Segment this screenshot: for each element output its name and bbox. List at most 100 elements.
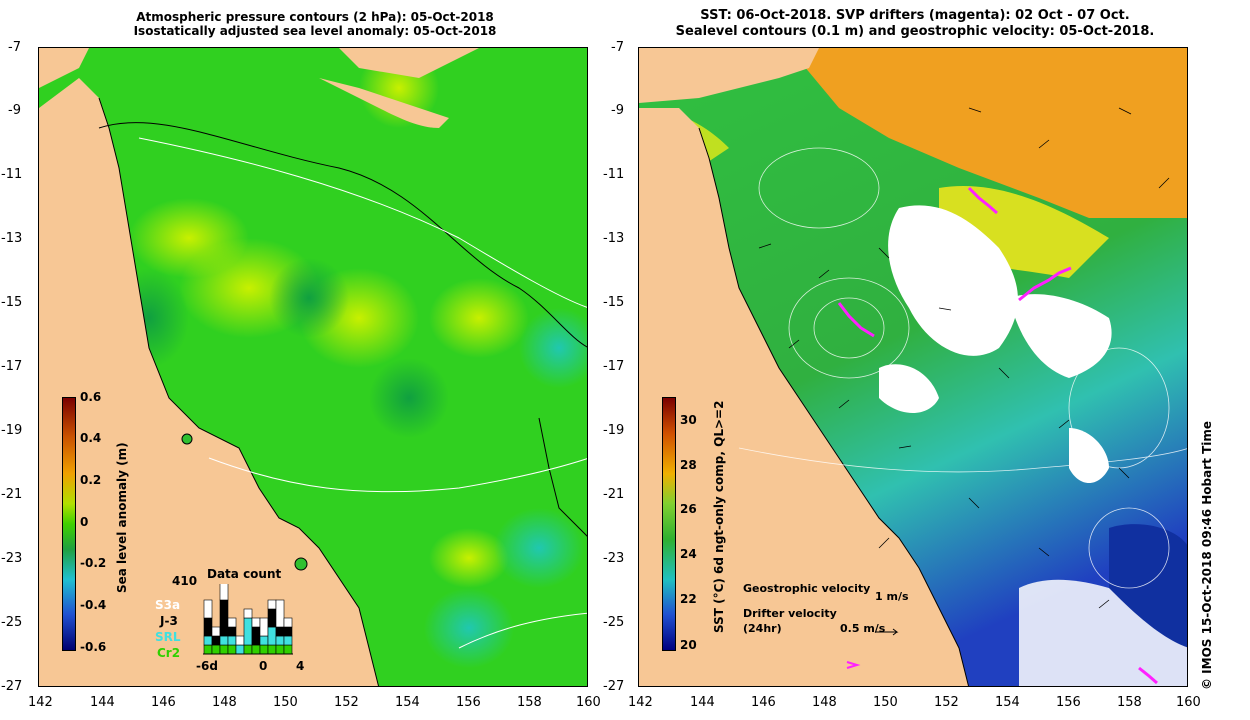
sea-level-anomaly-map [38, 47, 588, 687]
lat-tick: -9 [611, 103, 624, 118]
lon-tick: 156 [1056, 695, 1081, 710]
lat-tick: -27 [603, 679, 625, 694]
data-count-bar-cr2 [211, 644, 221, 655]
lon-tick: 160 [576, 695, 601, 710]
drifter-velocity-sub: (24hr) [743, 622, 782, 635]
lat-tick: -23 [603, 551, 625, 566]
sst-colorbar [662, 397, 676, 651]
data-count-bar-cr2 [283, 644, 293, 655]
cbar-tick: 22 [680, 592, 697, 606]
lon-tick: 144 [90, 695, 115, 710]
lat-tick: -7 [8, 40, 21, 55]
data-count-bar-cr2 [259, 644, 269, 655]
right-title-line1: SST: 06-Oct-2018. SVP drifters (magenta)… [700, 8, 1130, 23]
data-count-bar-cr2 [219, 644, 229, 655]
data-count-bar-s3a [211, 626, 221, 637]
lat-tick: -11 [603, 167, 625, 182]
lon-tick: 142 [28, 695, 53, 710]
data-count-bar-srl [283, 635, 293, 646]
cbar-tick: -0.6 [80, 640, 107, 654]
source-s3a: S3a [155, 598, 181, 612]
data-count-bar-j3 [267, 608, 277, 628]
cbar-tick: 24 [680, 547, 697, 561]
lon-tick: 144 [690, 695, 715, 710]
cbar-tick: 0 [80, 515, 89, 529]
cbar-tick: -0.4 [80, 598, 107, 612]
data-count-bar-cr2 [243, 644, 253, 655]
lon-tick: 152 [934, 695, 959, 710]
data-count-title: Data count [207, 567, 282, 581]
lon-tick: 150 [873, 695, 898, 710]
dc-axis-end: 4 [296, 659, 305, 673]
lat-tick: -25 [603, 615, 625, 630]
data-count-bar-cr2 [275, 644, 285, 655]
drifter-scale-label: 0.5 m/s [840, 622, 886, 635]
lat-tick: -7 [611, 40, 624, 55]
sst-colorbar-label: SST (°C) 6d ngt-only comp, QL>=2 [712, 400, 726, 633]
right-title-line2: Sealevel contours (0.1 m) and geostrophi… [675, 24, 1155, 39]
sst-map [638, 47, 1188, 687]
data-count-bar-s3a [203, 599, 213, 619]
lon-tick: 154 [395, 695, 420, 710]
cbar-tick: 20 [680, 638, 697, 652]
data-count-bar-j3 [211, 635, 221, 646]
lon-tick: 150 [273, 695, 298, 710]
lat-tick: -21 [603, 487, 625, 502]
lat-tick: -19 [603, 423, 625, 438]
lat-tick: -17 [603, 359, 625, 374]
cbar-tick: 0.6 [80, 390, 102, 404]
data-count-bar-s3a [243, 608, 253, 619]
drifter-velocity-label: Drifter velocity [743, 607, 837, 620]
data-count-bar-s3a [219, 584, 229, 601]
cbar-tick: -0.2 [80, 556, 107, 570]
cbar-tick: 30 [680, 413, 697, 427]
sst-map-graphic [639, 48, 1187, 686]
sla-map-graphic [39, 48, 587, 686]
lat-tick: -23 [1, 551, 23, 566]
data-count-bar-s3a [275, 599, 285, 628]
data-count-bar-s3a [267, 599, 277, 610]
data-count-bar-j3 [251, 626, 261, 646]
source-cr2: Cr2 [157, 646, 181, 660]
data-count-bar-j3 [227, 626, 237, 637]
data-count-bar-cr2 [203, 644, 213, 655]
dc-axis-start: -6d [196, 659, 218, 673]
data-count-bar-s3a [251, 617, 261, 628]
right-panel-title: SST: 06-Oct-2018. SVP drifters (magenta)… [640, 8, 1190, 40]
data-count-bar-srl [227, 635, 237, 646]
source-srl: SRL [155, 630, 181, 644]
data-count-bar-j3 [203, 617, 213, 637]
cbar-tick: 0.4 [80, 431, 102, 445]
lon-tick: 158 [517, 695, 542, 710]
lat-tick: -15 [603, 295, 625, 310]
data-count-bar-j3 [219, 599, 229, 637]
data-count-bar-j3 [275, 626, 285, 637]
data-count-bar-srl [259, 635, 269, 646]
data-count-bar-s3a [235, 635, 245, 646]
data-count-bar-s3a [227, 617, 237, 628]
cbar-tick: 0.2 [80, 473, 102, 487]
lon-tick: 160 [1176, 695, 1201, 710]
data-count-bar-srl [275, 635, 285, 646]
data-count-bar-s3a [283, 617, 293, 628]
geostrophic-scale-label: 1 m/s [875, 590, 909, 603]
imos-credit: © IMOS 15-Oct-2018 09:46 Hobart Time [1200, 420, 1214, 690]
left-title-line2: Isostatically adjusted sea level anomaly… [133, 24, 497, 38]
lat-tick: -13 [1, 231, 23, 246]
lon-tick: 142 [628, 695, 653, 710]
lon-tick: 148 [212, 695, 237, 710]
lat-tick: -19 [1, 423, 23, 438]
data-count-bar-srl [235, 644, 245, 655]
data-count-bar-srl [219, 635, 229, 646]
lat-tick: -27 [1, 679, 23, 694]
geostrophic-velocity-label: Geostrophic velocity [743, 582, 871, 595]
data-count-bar-j3 [283, 626, 293, 637]
lat-tick: -17 [1, 359, 23, 374]
lon-tick: 146 [751, 695, 776, 710]
lat-tick: -15 [1, 295, 23, 310]
data-count-bar-srl [243, 617, 253, 646]
data-count-bar-s3a [259, 617, 269, 637]
lat-tick: -21 [1, 487, 23, 502]
data-count-bar-cr2 [251, 644, 261, 655]
lon-tick: 146 [151, 695, 176, 710]
